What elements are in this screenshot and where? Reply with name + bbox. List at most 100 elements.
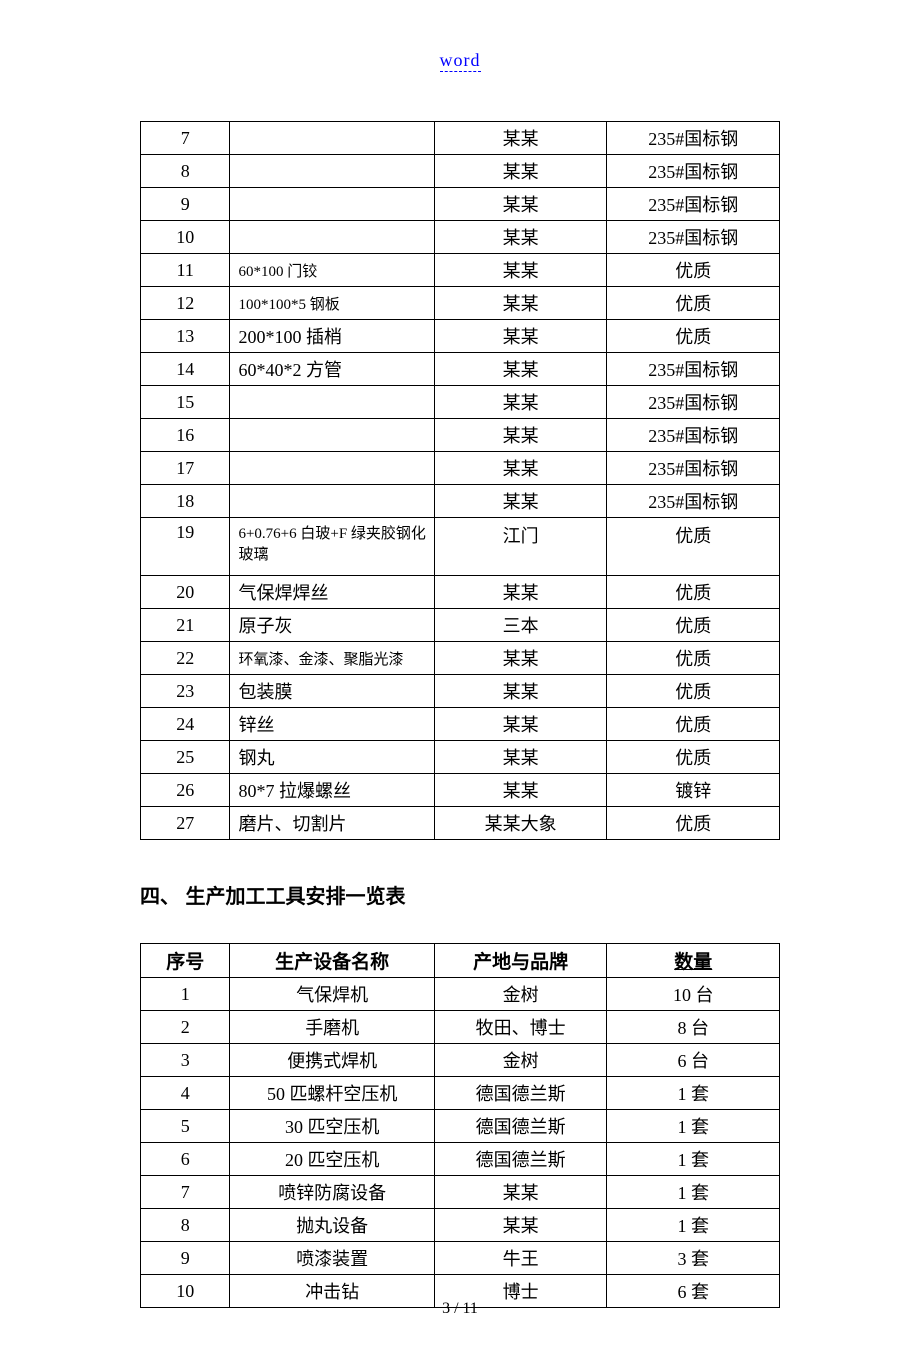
cell-no: 6 bbox=[141, 1143, 230, 1176]
cell-no: 26 bbox=[141, 774, 230, 807]
cell-qty: 1 套 bbox=[607, 1110, 780, 1143]
cell-no: 25 bbox=[141, 741, 230, 774]
table-row: 10某某235#国标钢 bbox=[141, 221, 780, 254]
cell-equipment-name: 喷漆装置 bbox=[230, 1242, 434, 1275]
cell-qty: 8 台 bbox=[607, 1011, 780, 1044]
cell-desc: 气保焊焊丝 bbox=[230, 576, 434, 609]
cell-desc bbox=[230, 155, 434, 188]
table-row: 12100*100*5 钢板某某优质 bbox=[141, 287, 780, 320]
equipment-table: 序号 生产设备名称 产地与品牌 数量 1气保焊机金树10 台2手磨机牧田、博士8… bbox=[140, 943, 780, 1308]
cell-brand: 某某 bbox=[434, 1209, 607, 1242]
cell-origin: 某某 bbox=[434, 221, 607, 254]
cell-brand: 金树 bbox=[434, 1044, 607, 1077]
cell-no: 20 bbox=[141, 576, 230, 609]
cell-no: 7 bbox=[141, 122, 230, 155]
table-row: 20气保焊焊丝某某优质 bbox=[141, 576, 780, 609]
cell-qty: 1 套 bbox=[607, 1143, 780, 1176]
cell-grade: 优质 bbox=[607, 320, 780, 353]
cell-grade: 优质 bbox=[607, 576, 780, 609]
cell-desc: 锌丝 bbox=[230, 708, 434, 741]
cell-brand: 德国德兰斯 bbox=[434, 1143, 607, 1176]
header-link[interactable]: word bbox=[140, 50, 780, 71]
table-row: 1460*40*2 方管某某235#国标钢 bbox=[141, 353, 780, 386]
cell-equipment-name: 20 匹空压机 bbox=[230, 1143, 434, 1176]
cell-grade: 镀锌 bbox=[607, 774, 780, 807]
table-row: 9喷漆装置牛王3 套 bbox=[141, 1242, 780, 1275]
cell-origin: 某某 bbox=[434, 675, 607, 708]
table-row: 1160*100 门铰某某优质 bbox=[141, 254, 780, 287]
table-row: 2680*7 拉爆螺丝某某镀锌 bbox=[141, 774, 780, 807]
table-header-row: 序号 生产设备名称 产地与品牌 数量 bbox=[141, 944, 780, 978]
cell-grade: 235#国标钢 bbox=[607, 353, 780, 386]
table-row: 24锌丝某某优质 bbox=[141, 708, 780, 741]
table-row: 9某某235#国标钢 bbox=[141, 188, 780, 221]
table-row: 8某某235#国标钢 bbox=[141, 155, 780, 188]
cell-origin: 某某 bbox=[434, 741, 607, 774]
cell-no: 14 bbox=[141, 353, 230, 386]
cell-origin: 某某大象 bbox=[434, 807, 607, 840]
cell-desc bbox=[230, 122, 434, 155]
cell-origin: 某某 bbox=[434, 287, 607, 320]
table-row: 7喷锌防腐设备某某1 套 bbox=[141, 1176, 780, 1209]
cell-brand: 德国德兰斯 bbox=[434, 1077, 607, 1110]
table-row: 18某某235#国标钢 bbox=[141, 485, 780, 518]
cell-no: 7 bbox=[141, 1176, 230, 1209]
table-row: 22环氧漆、金漆、聚脂光漆某某优质 bbox=[141, 642, 780, 675]
cell-no: 11 bbox=[141, 254, 230, 287]
cell-desc: 60*100 门铰 bbox=[230, 254, 434, 287]
cell-equipment-name: 喷锌防腐设备 bbox=[230, 1176, 434, 1209]
cell-grade: 优质 bbox=[607, 609, 780, 642]
table-row: 530 匹空压机德国德兰斯1 套 bbox=[141, 1110, 780, 1143]
cell-desc bbox=[230, 485, 434, 518]
cell-no: 8 bbox=[141, 155, 230, 188]
cell-desc bbox=[230, 452, 434, 485]
cell-desc: 钢丸 bbox=[230, 741, 434, 774]
cell-origin: 某某 bbox=[434, 452, 607, 485]
cell-no: 13 bbox=[141, 320, 230, 353]
section-heading: 四、 生产加工工具安排一览表 bbox=[140, 880, 780, 909]
cell-origin: 某某 bbox=[434, 774, 607, 807]
cell-grade: 235#国标钢 bbox=[607, 452, 780, 485]
cell-no: 21 bbox=[141, 609, 230, 642]
header-no: 序号 bbox=[141, 944, 230, 978]
cell-origin: 某某 bbox=[434, 320, 607, 353]
cell-equipment-name: 便携式焊机 bbox=[230, 1044, 434, 1077]
cell-desc: 原子灰 bbox=[230, 609, 434, 642]
cell-no: 24 bbox=[141, 708, 230, 741]
cell-desc: 200*100 插梢 bbox=[230, 320, 434, 353]
cell-no: 8 bbox=[141, 1209, 230, 1242]
table-row: 2手磨机牧田、博士8 台 bbox=[141, 1011, 780, 1044]
cell-no: 5 bbox=[141, 1110, 230, 1143]
cell-qty: 6 台 bbox=[607, 1044, 780, 1077]
cell-grade: 235#国标钢 bbox=[607, 419, 780, 452]
cell-grade: 优质 bbox=[607, 287, 780, 320]
table-row: 15某某235#国标钢 bbox=[141, 386, 780, 419]
table-row: 3便携式焊机金树6 台 bbox=[141, 1044, 780, 1077]
cell-no: 9 bbox=[141, 1242, 230, 1275]
page-footer: 3 / 11 bbox=[0, 1300, 920, 1318]
cell-origin: 某某 bbox=[434, 576, 607, 609]
cell-no: 9 bbox=[141, 188, 230, 221]
table-row: 7某某235#国标钢 bbox=[141, 122, 780, 155]
cell-equipment-name: 手磨机 bbox=[230, 1011, 434, 1044]
cell-grade: 235#国标钢 bbox=[607, 386, 780, 419]
cell-desc: 环氧漆、金漆、聚脂光漆 bbox=[230, 642, 434, 675]
cell-desc: 100*100*5 钢板 bbox=[230, 287, 434, 320]
table-row: 1气保焊机金树10 台 bbox=[141, 978, 780, 1011]
table-row: 8抛丸设备某某1 套 bbox=[141, 1209, 780, 1242]
materials-table: 7某某235#国标钢8某某235#国标钢9某某235#国标钢10某某235#国标… bbox=[140, 121, 780, 840]
cell-grade: 235#国标钢 bbox=[607, 485, 780, 518]
cell-origin: 某某 bbox=[434, 188, 607, 221]
cell-grade: 235#国标钢 bbox=[607, 221, 780, 254]
cell-equipment-name: 30 匹空压机 bbox=[230, 1110, 434, 1143]
table-row: 17某某235#国标钢 bbox=[141, 452, 780, 485]
cell-desc bbox=[230, 221, 434, 254]
cell-origin: 某某 bbox=[434, 708, 607, 741]
header-qty: 数量 bbox=[607, 944, 780, 978]
cell-origin: 某某 bbox=[434, 386, 607, 419]
cell-grade: 优质 bbox=[607, 708, 780, 741]
cell-origin: 某某 bbox=[434, 485, 607, 518]
cell-equipment-name: 抛丸设备 bbox=[230, 1209, 434, 1242]
cell-desc bbox=[230, 386, 434, 419]
cell-desc: 6+0.76+6 白玻+F 绿夹胶钢化玻璃 bbox=[230, 518, 434, 576]
